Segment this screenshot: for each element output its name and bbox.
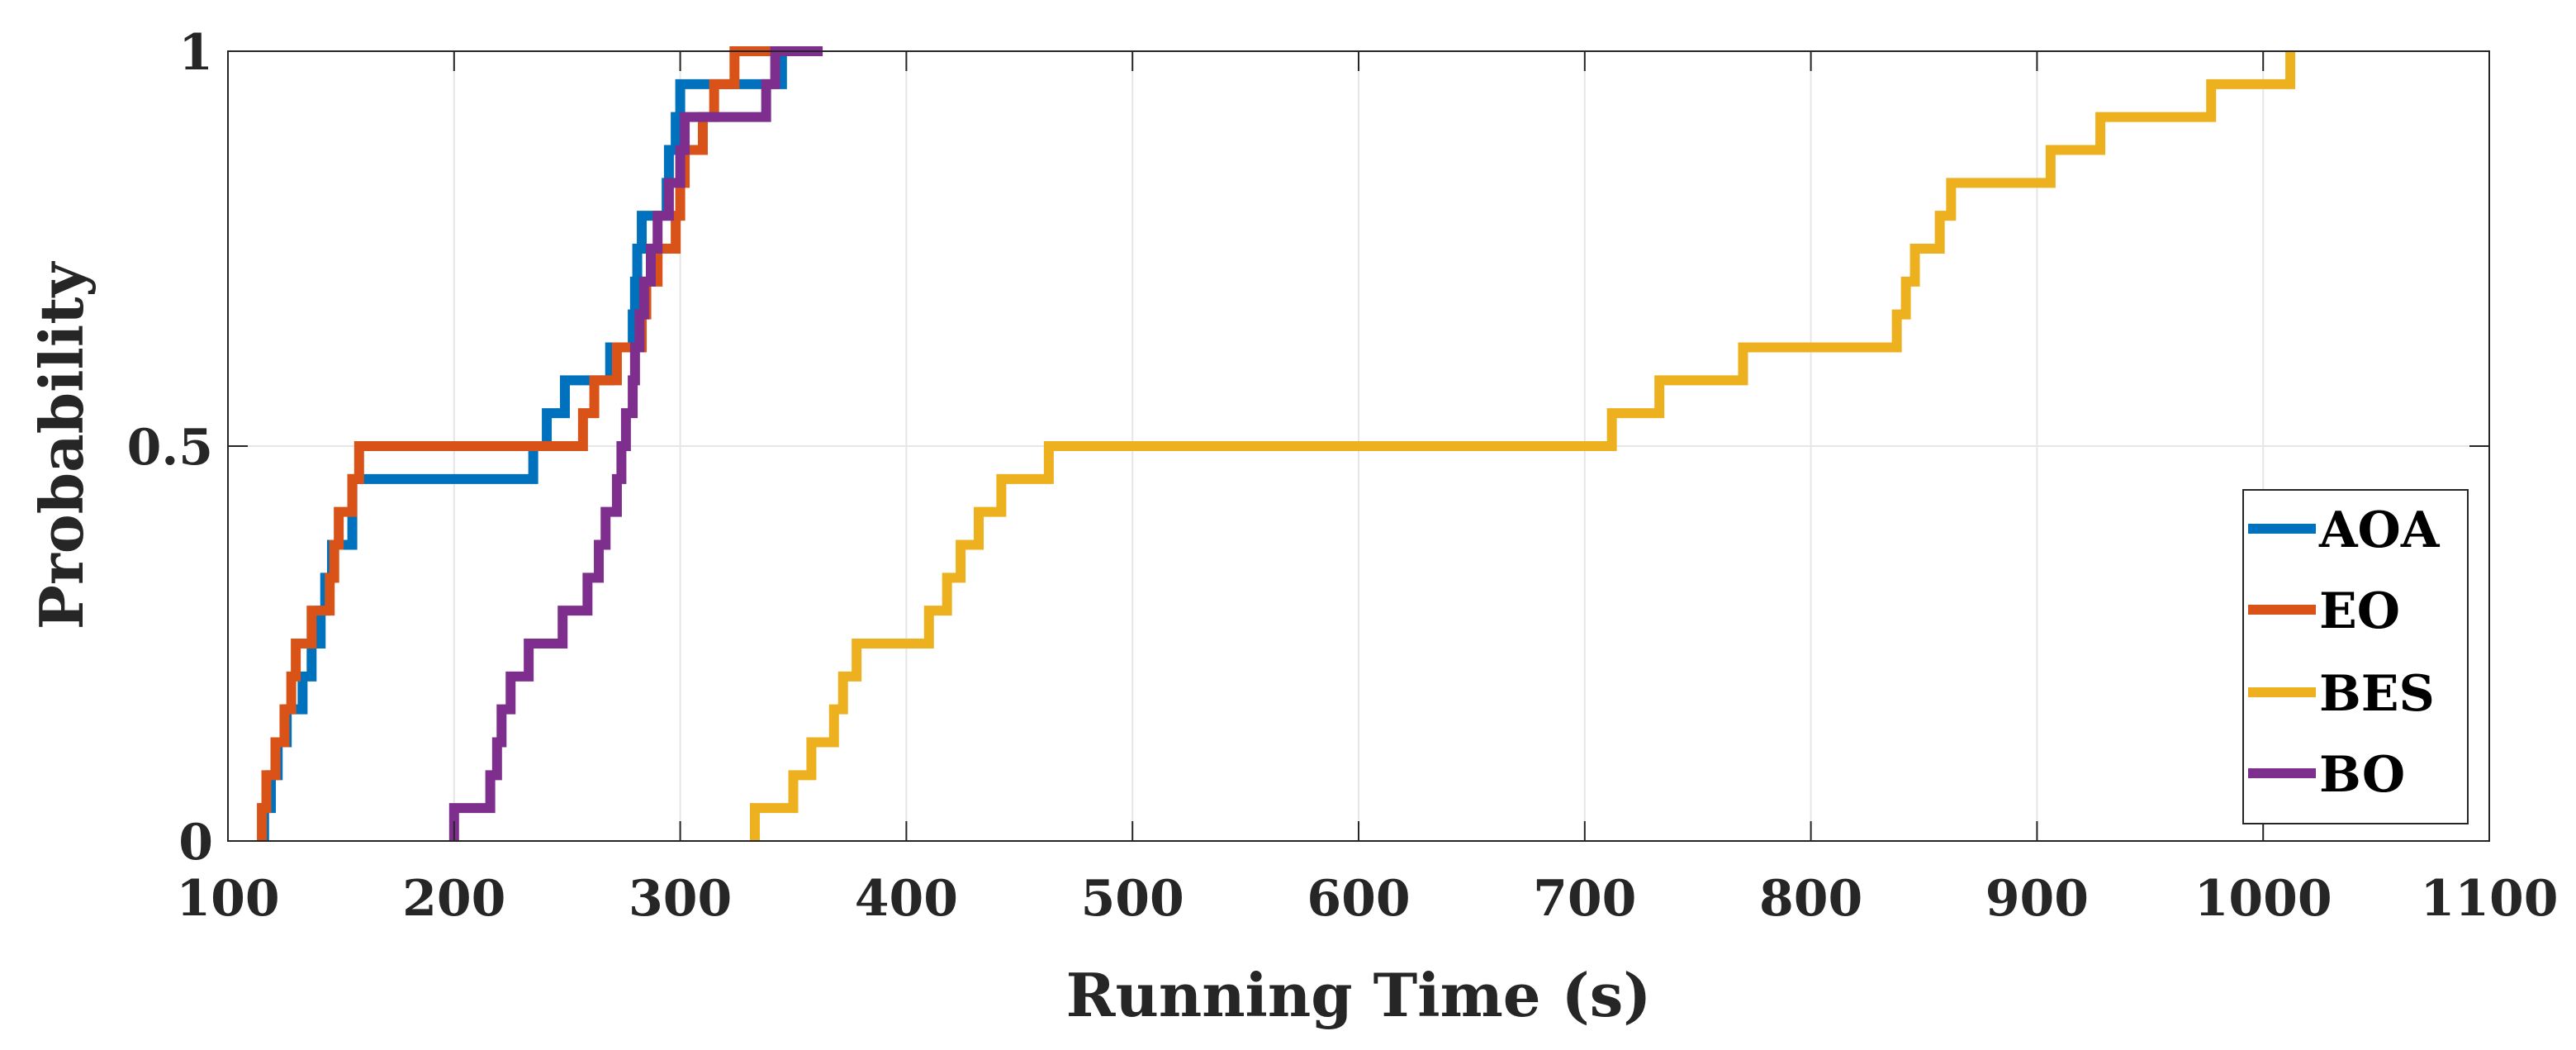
x-tick-label: 300 [629,870,732,928]
series-line-bes [749,51,2296,841]
x-tick-label: 900 [1985,870,2089,928]
legend-label-aoa: AOA [2318,501,2441,559]
series-line-eo [257,46,812,841]
x-tick-labels: 100 200 300 400 500 600 700 800 900 1000 1100 [176,870,2558,928]
x-tick-label: 800 [1759,870,1862,928]
legend-label-bo: BO [2319,746,2405,804]
y-tick-label: 0.5 [127,419,213,477]
x-tick-label: 100 [176,870,279,928]
x-tick-label: 1100 [2421,870,2559,928]
x-tick-label: 500 [1081,870,1184,928]
series-line-bo [448,46,823,841]
x-tick-label: 400 [855,870,958,928]
x-axis-title: Running Time (s) [1066,960,1652,1030]
x-tick-label: 600 [1307,870,1410,928]
tick-marks [227,50,2490,842]
legend: AOA EO BES BO [2242,489,2469,824]
x-tick-label: 200 [402,870,505,928]
y-tick-labels: 00.51 [127,24,213,872]
series-lines [257,46,2296,841]
y-tick-label: 0 [178,814,213,872]
x-tick-label: 700 [1533,870,1636,928]
y-tick-label: 1 [178,24,213,82]
legend-label-bes: BES [2319,665,2435,723]
y-axis-title: Probability [26,261,97,630]
legend-box [2242,489,2469,824]
x-tick-label: 1000 [2194,870,2332,928]
legend-label-eo: EO [2319,582,2400,640]
